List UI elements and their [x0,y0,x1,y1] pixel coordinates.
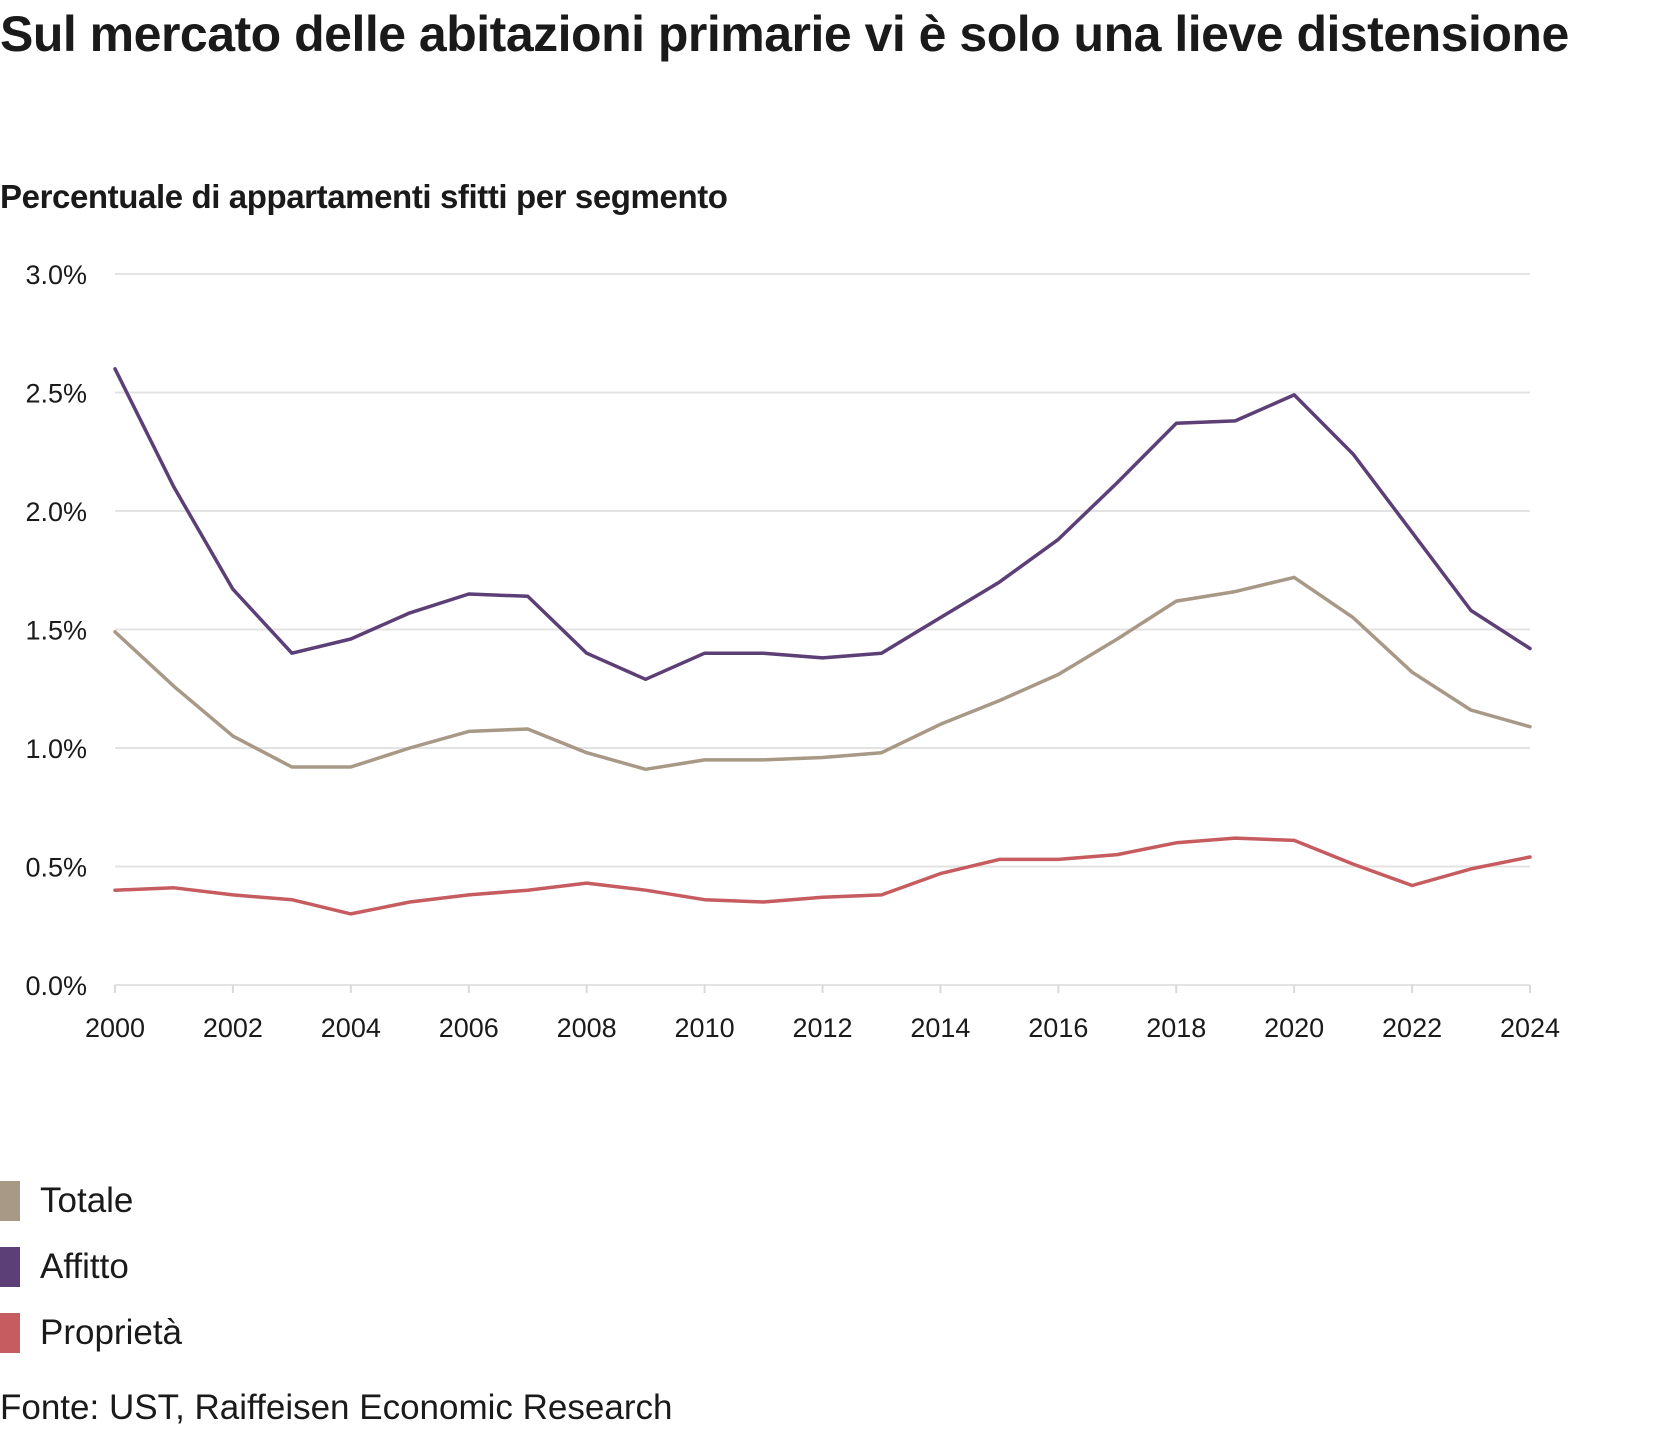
x-tick-label: 2018 [1146,1013,1206,1043]
x-tick-label: 2010 [675,1013,735,1043]
x-tick-label: 2022 [1382,1013,1442,1043]
series-line-affitto [113,367,1532,682]
y-tick-label: 3.0% [25,260,87,290]
legend-label-totale: Totale [40,1181,134,1220]
legend-item-affitto: Affitto [0,1234,182,1300]
legend-swatch-totale [0,1181,20,1221]
gridlines [115,273,1530,986]
y-tick-label: 0.5% [25,853,87,883]
x-tick-label: 2000 [85,1013,145,1043]
x-tick-label: 2012 [792,1013,852,1043]
source-note: Fonte: UST, Raiffeisen Economic Research [0,1388,673,1427]
x-axis: 2000 2002 2004 2006 2008 2010 2012 2014 2016 2018… [85,985,1560,1043]
legend-item-totale: Totale [0,1168,182,1234]
x-tick-label: 2016 [1028,1013,1088,1043]
y-tick-label: 2.5% [25,379,87,409]
x-tick-label: 2014 [910,1013,970,1043]
y-axis: 0.0% 0.5% 1.0% 1.5% 2.0% 2.5% 3.0% [25,260,87,1001]
x-tick-label: 2024 [1500,1013,1560,1043]
legend-item-proprieta: Proprietà [0,1300,182,1366]
y-tick-label: 2.0% [25,497,87,527]
y-tick-label: 0.0% [25,971,87,1001]
legend-label-proprieta: Proprietà [40,1313,183,1352]
chart-subtitle: Percentuale di appartamenti sfitti per s… [0,178,728,215]
legend-label-affitto: Affitto [40,1247,129,1286]
y-tick-label: 1.5% [25,616,87,646]
series-lines [113,367,1532,916]
x-tick-label: 2006 [439,1013,499,1043]
series-line-totale [113,575,1532,772]
chart-title: Sul mercato delle abitazioni primarie vi… [0,6,1569,62]
legend-swatch-proprieta [0,1313,20,1353]
x-tick-label: 2020 [1264,1013,1324,1043]
y-tick-label: 1.0% [25,734,87,764]
x-tick-label: 2002 [203,1013,263,1043]
line-chart: 0.0%0.5%1.0%1.5%2.0%2.5%3.0% 2000 2002 200… [25,260,1560,1043]
x-tick-label: 2004 [321,1013,381,1043]
legend: Totale Affitto Proprietà [0,1168,182,1366]
x-tick-label: 2008 [557,1013,617,1043]
series-line-propriet [113,836,1532,916]
legend-swatch-affitto [0,1247,20,1287]
